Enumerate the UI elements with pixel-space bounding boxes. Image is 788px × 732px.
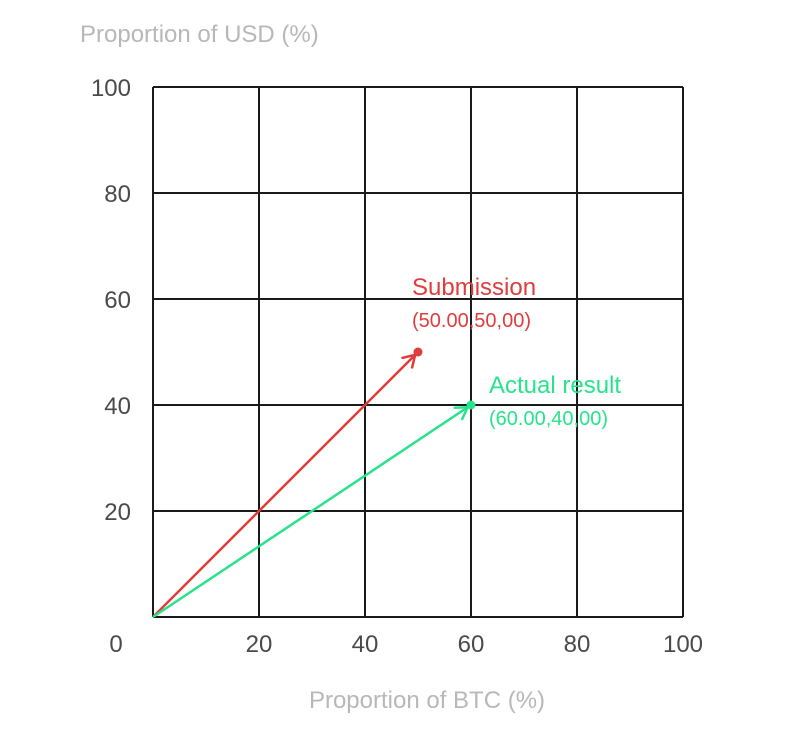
series-layer: Submission (50.00,50,00) Actual result (60.… [152, 274, 621, 619]
x-tick-label: 60 [458, 631, 485, 658]
x-tick-label: 80 [564, 631, 591, 658]
grid [152, 86, 684, 618]
series-label: Actual result [489, 372, 621, 399]
series-vector-line [152, 403, 472, 619]
x-tick-label: 100 [663, 631, 703, 658]
x-axis-title: Proportion of BTC (%) [309, 687, 545, 714]
y-tick-label: 100 [91, 75, 131, 102]
series-endpoint [413, 347, 423, 357]
series-label: Submission [412, 274, 536, 301]
y-tick-label: 20 [104, 499, 131, 526]
y-tick-label: 40 [104, 393, 131, 420]
y-axis-title: Proportion of USD (%) [80, 21, 319, 48]
series-endpoint [466, 400, 476, 410]
series-coords-label: (50.00,50,00) [412, 310, 531, 332]
series-coords-label: (60.00,40,00) [489, 408, 608, 430]
origin-label: 0 [109, 631, 122, 658]
x-tick-label: 20 [246, 631, 273, 658]
series-vector-line [152, 351, 419, 618]
x-tick-label: 40 [352, 631, 379, 658]
y-tick-label: 80 [104, 181, 131, 208]
tick-labels: 20 40 60 80 100 20 40 60 80 100 [91, 75, 703, 658]
y-tick-label: 60 [104, 287, 131, 314]
